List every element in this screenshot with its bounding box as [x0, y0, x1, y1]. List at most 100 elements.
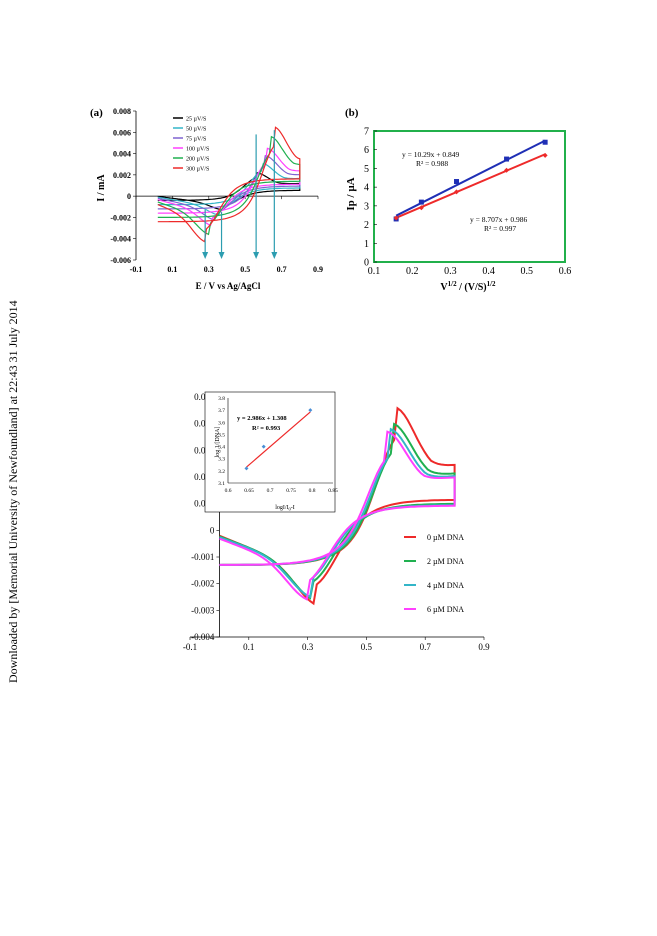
- chart-a-xtick-label: 0.7: [277, 265, 287, 274]
- chart-a-ytick-label: -0.004: [110, 235, 131, 244]
- chart-a-cyclic-voltammograms: (a) I / mA E / V vs Ag/AgCl 0.008 0.006 0.…: [90, 107, 323, 291]
- chart-b-point: [504, 167, 510, 173]
- inset-fit-r2: R² = 0.993: [252, 425, 281, 432]
- download-notice: Downloaded by [Memorial University of Ne…: [6, 300, 20, 683]
- inset-ytick-label: 3.7: [218, 408, 225, 414]
- chart-c-xtick-label: 0.3: [302, 642, 314, 652]
- chart-c-ytick-label: 0.002: [194, 472, 214, 482]
- chart-b-xtick-label: 0.2: [406, 266, 419, 277]
- inset-xtick-label: 0.65: [244, 488, 254, 494]
- inset-fit-line: [246, 411, 311, 468]
- chart-b-point: [393, 215, 399, 221]
- chart-a-legend-entry: 100 µV/S: [186, 147, 209, 153]
- inset-ytick-label: 3.3: [218, 457, 225, 463]
- chart-b-ytick-label: 2: [364, 220, 369, 231]
- chart-b-xtick-label: 0.5: [521, 266, 534, 277]
- chart-c-xtick-label: 0.7: [420, 642, 432, 652]
- chart-a-xtick-label: 0.5: [240, 265, 250, 274]
- chart-a-arrowhead: [271, 252, 278, 259]
- chart-a-ytick-label: 0.004: [113, 150, 131, 159]
- inset-point: [244, 466, 249, 471]
- chart-b-ytick-label: 4: [364, 183, 369, 194]
- chart-b-point: [504, 156, 510, 162]
- inset-ytick-label: 3.6: [218, 420, 225, 426]
- chart-a-ylabel: I / mA: [96, 174, 107, 202]
- chart-c-xtick-label: 0.5: [361, 642, 373, 652]
- chart-c-legend-entry: 4 µM DNA: [427, 581, 464, 590]
- download-notice-text: Downloaded by [Memorial University of Ne…: [6, 300, 20, 683]
- chart-a-series-line: [157, 135, 301, 236]
- chart-c-legend-entry: 2 µM DNA: [427, 557, 464, 566]
- chart-b-ytick-label: 0: [364, 258, 369, 269]
- chart-a-ytick-label: 0: [127, 192, 131, 201]
- chart-c-dna-titration-voltammograms: 0.005 0.004 0.003 0.002 0.001 0 -0.001 -0.002 -0…: [183, 391, 490, 652]
- chart-c-ytick-label: 0.001: [194, 499, 214, 509]
- anodic-fit-r2: R² = 0.988: [416, 159, 448, 168]
- inset-ytick-label: 3.4: [218, 445, 225, 451]
- chart-a-arrowhead: [218, 252, 225, 259]
- chart-a-xtick-label: -0.1: [130, 265, 143, 274]
- chart-a-legend-entry: 200 µV/S: [186, 157, 209, 163]
- chart-b-frame: [373, 130, 566, 263]
- chart-a-ytick-label: 0.002: [113, 171, 131, 180]
- chart-b-ytick-label: 7: [364, 127, 369, 138]
- chart-a-arrowhead: [253, 252, 260, 259]
- chart-a-xtick-label: 0.9: [313, 265, 323, 274]
- chart-b-xlabel: V1/2 / (V/S)1/2: [440, 280, 496, 293]
- cathodic-fit-r2: R² = 0.997: [484, 224, 516, 233]
- chart-b-ytick-label: 1: [364, 239, 369, 250]
- chart-c-ytick-label: 0: [210, 525, 215, 535]
- chart-b-point: [454, 179, 460, 185]
- anodic-fit-equation: y = 10.29x + 0.849: [402, 150, 459, 159]
- chart-c-series-line: [219, 430, 456, 601]
- chart-b-point: [454, 189, 460, 195]
- chart-a-ytick-label: -0.002: [110, 213, 131, 222]
- inset-xtick-label: 0.85: [328, 488, 338, 494]
- inset-ytick-label: 3.1: [218, 481, 225, 487]
- panel-b-label: (b): [345, 107, 359, 119]
- inset-ylabel: log 1/[DNA]: [215, 427, 221, 458]
- inset-xtick-label: 0.8: [309, 488, 316, 494]
- chart-c-ytick-label: -0.002: [191, 579, 214, 589]
- chart-c-ytick-label: 0.004: [194, 419, 215, 429]
- chart-b-point: [418, 205, 424, 211]
- chart-a-legend-entry: 50 µV/S: [186, 127, 206, 133]
- chart-a-legend-entry: 75 µV/S: [186, 137, 206, 143]
- chart-a-ytick-label: 0.008: [113, 107, 131, 116]
- cathodic-fit-equation: y = 8.707x + 0.986: [470, 215, 527, 224]
- chart-a-legend-entry: 25 µV/S: [186, 117, 206, 123]
- chart-b-xtick-label: 0.3: [444, 266, 457, 277]
- chart-b-point: [542, 139, 548, 145]
- chart-c-xtick-label: 0.1: [243, 642, 254, 652]
- chart-c-ytick-label: -0.004: [191, 632, 215, 642]
- inset-ytick-label: 3.2: [218, 469, 225, 475]
- chart-c-ytick-label: -0.001: [191, 552, 214, 562]
- chart-a-xtick-label: 0.1: [167, 265, 177, 274]
- chart-c-legend-entry: 6 µM DNA: [427, 605, 464, 614]
- inset-point: [308, 408, 313, 413]
- chart-b-ylabel: Ip / µA: [345, 177, 357, 210]
- panel-a-label: (a): [90, 107, 103, 119]
- chart-c-ytick-label: 0.005: [194, 392, 215, 402]
- chart-a-series-line: [157, 162, 301, 216]
- chart-b-xtick-label: 0.4: [482, 266, 495, 277]
- chart-c-ytick-label: 0.003: [194, 445, 215, 455]
- inset-xlabel: logI/I0-I: [275, 505, 295, 512]
- chart-a-ytick-label: 0.006: [113, 128, 131, 137]
- chart-b-peak-current-vs-sqrt-scan-rate: (b) Ip / µA V1/2 / (V/S)1/2 7 6 5 4 3 2 1 00.1 0…: [345, 107, 571, 293]
- inset-point: [261, 444, 266, 449]
- chart-b-point: [542, 152, 548, 158]
- chart-b-ytick-label: 6: [364, 145, 369, 156]
- chart-b-ytick-label: 3: [364, 201, 369, 212]
- inset-xtick-label: 0.7: [267, 488, 274, 494]
- chart-c-xtick-label: 0.9: [478, 642, 490, 652]
- inset-frame: [204, 391, 336, 513]
- inset-xtick-label: 0.6: [225, 488, 232, 494]
- chart-c-xtick-label: -0.1: [183, 642, 197, 652]
- chart-a-arrowhead: [202, 252, 209, 259]
- inset-ytick-label: 3.8: [218, 396, 225, 402]
- inset-linear-fit: 3.8 3.7 3.6 3.5 3.4 3.3 3.2 3.10.6 0.65 0.7 0.75 0.…: [204, 391, 338, 513]
- chart-b-ytick-label: 5: [364, 164, 369, 175]
- chart-b-xtick-label: 0.6: [559, 266, 572, 277]
- chart-c-ytick-label: -0.003: [191, 605, 215, 615]
